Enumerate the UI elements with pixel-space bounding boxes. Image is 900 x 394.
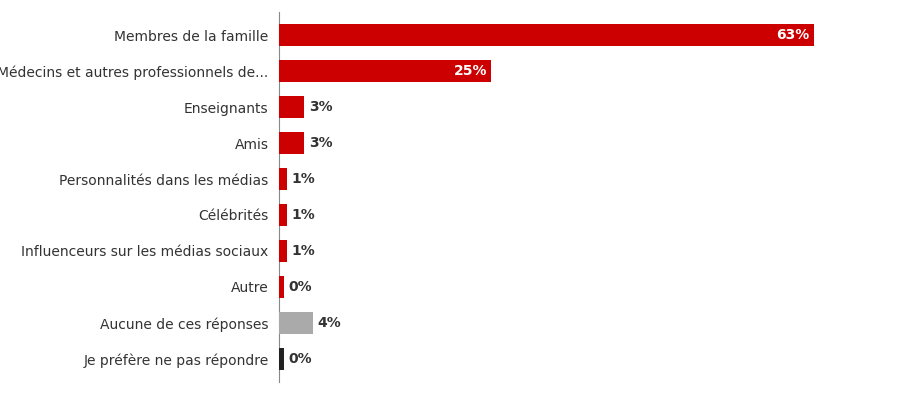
Text: 1%: 1% [292,244,316,258]
Text: 63%: 63% [776,28,809,42]
Text: 25%: 25% [454,64,487,78]
Text: 3%: 3% [309,100,332,114]
Bar [279,240,287,262]
Bar [279,204,287,226]
Text: 1%: 1% [292,172,316,186]
Text: 0%: 0% [288,280,312,294]
Bar [279,168,287,190]
Bar [279,276,284,298]
Bar [279,312,313,334]
Bar [279,132,304,154]
Bar [279,348,284,370]
Text: 4%: 4% [317,316,341,330]
Bar [279,60,491,82]
Text: 1%: 1% [292,208,316,222]
Text: 0%: 0% [288,352,312,366]
Bar [279,24,814,46]
Text: 3%: 3% [309,136,332,150]
Bar [279,96,304,118]
